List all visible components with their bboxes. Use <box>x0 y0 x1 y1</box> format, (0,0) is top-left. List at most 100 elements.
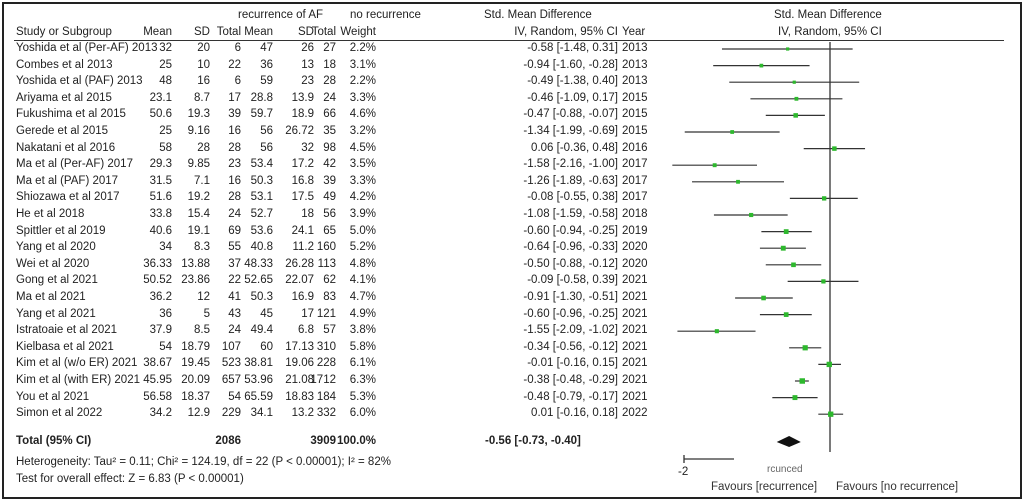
row-total2: 57 <box>323 324 336 337</box>
total-weight: 100.0% <box>336 435 376 447</box>
row-sd1: 10 <box>197 58 210 71</box>
row-weight: 3.3% <box>349 91 376 104</box>
group1-header: recurrence of AF <box>238 9 324 21</box>
row-weight: 2.2% <box>349 42 376 54</box>
row-weight: 4.9% <box>349 307 376 320</box>
row-mean1: 33.8 <box>149 208 172 220</box>
row-year: 2015 <box>622 91 648 104</box>
row-total1: 6 <box>234 75 241 88</box>
row-sd2: 18.9 <box>291 108 314 121</box>
row-total1: 28 <box>228 141 241 154</box>
row-total1: 41 <box>228 291 241 303</box>
row-mean2: 65.59 <box>244 390 273 403</box>
row-mean2: 59 <box>260 75 273 88</box>
row-total1: 107 <box>221 340 241 353</box>
ci-header-left: IV, Random, 95% CI <box>514 26 618 38</box>
row-weight: 6.0% <box>349 407 376 420</box>
row-sd1: 5 <box>203 307 210 320</box>
row-sd2: 13 <box>301 58 314 71</box>
row-weight: 4.5% <box>349 141 376 154</box>
row-sd2: 6.8 <box>298 324 314 337</box>
row-total1: 22 <box>228 58 241 71</box>
row-ci: -1.26 [-1.89, -0.63] <box>523 174 618 187</box>
row-mean1: 38.67 <box>143 357 172 370</box>
row-total1: 16 <box>228 125 241 137</box>
row-study-name: Yang et al 2020 <box>16 241 96 254</box>
row-total2: 310 <box>316 340 336 353</box>
row-sd2: 19.06 <box>285 357 314 370</box>
pooled-estimate-diamond <box>776 436 801 447</box>
row-study-name: Nakatani et al 2016 <box>16 141 116 154</box>
row-sd2: 17.2 <box>291 158 314 171</box>
row-mean1: 45.95 <box>143 374 172 386</box>
row-ci: 0.01 [-0.16, 0.18] <box>531 407 618 420</box>
total1-header: Total <box>216 26 241 38</box>
row-total2: 98 <box>323 141 336 154</box>
point-estimate-marker <box>793 113 798 118</box>
ci-header-right: IV, Random, 95% CI <box>778 26 882 38</box>
row-weight: 4.2% <box>349 191 376 204</box>
row-study-name: Istratoaie et al 2021 <box>16 324 118 337</box>
row-total1: 22 <box>228 274 241 287</box>
row-mean2: 53.6 <box>250 224 273 237</box>
row-weight: 3.2% <box>349 125 376 137</box>
row-ci: -0.58 [-1.48, 0.31] <box>527 42 618 54</box>
row-mean1: 29.3 <box>149 158 172 171</box>
row-year: 2015 <box>622 125 648 137</box>
row-ci: -1.34 [-1.99, -0.69] <box>523 125 618 137</box>
point-estimate-marker <box>822 196 827 201</box>
row-total2: 184 <box>316 390 336 403</box>
row-mean2: 53.96 <box>244 374 273 386</box>
row-weight: 5.2% <box>349 241 376 254</box>
row-mean2: 50.3 <box>250 291 273 303</box>
row-year: 2017 <box>622 174 648 187</box>
point-estimate-marker <box>780 245 786 251</box>
row-sd2: 26 <box>301 42 314 54</box>
row-study-name: You et al 2021 <box>16 390 90 403</box>
row-total2: 49 <box>323 191 336 204</box>
row-total2: 42 <box>323 158 336 171</box>
row-total1: 23 <box>228 158 241 171</box>
row-sd2: 18 <box>301 208 314 220</box>
point-estimate-marker <box>792 80 796 84</box>
weight-header: Weight <box>340 26 376 38</box>
row-sd1: 23.86 <box>181 274 210 287</box>
row-year: 2013 <box>622 58 648 71</box>
point-estimate-marker <box>794 96 799 101</box>
row-weight: 3.1% <box>349 58 376 71</box>
row-mean1: 50.6 <box>149 108 172 121</box>
row-mean1: 34 <box>159 241 172 254</box>
row-mean1: 32 <box>159 42 172 54</box>
total-n2: 3909 <box>310 435 336 447</box>
row-mean1: 48 <box>159 75 172 88</box>
row-mean2: 34.1 <box>250 407 273 420</box>
point-estimate-marker <box>783 229 789 234</box>
row-weight: 5.0% <box>349 224 376 237</box>
row-sd1: 12 <box>197 291 210 303</box>
row-study-name: Ma et al (PAF) 2017 <box>16 174 119 187</box>
point-estimate-marker <box>714 329 719 334</box>
point-estimate-marker <box>786 47 790 51</box>
row-ci: -0.01 [-0.16, 0.15] <box>527 357 618 370</box>
row-study-name: Kim et al (with ER) 2021 <box>16 374 140 386</box>
row-year: 2021 <box>622 374 648 386</box>
row-year: 2022 <box>622 407 648 420</box>
row-sd2: 24.1 <box>291 224 314 237</box>
row-total1: 54 <box>228 390 241 403</box>
total-ci: -0.56 [-0.73, -0.40] <box>485 435 581 447</box>
row-sd1: 19.1 <box>187 224 210 237</box>
row-total2: 56 <box>323 208 336 220</box>
row-year: 2013 <box>622 42 648 54</box>
mean1-header: Mean <box>143 26 172 38</box>
row-mean1: 56.58 <box>143 390 172 403</box>
row-total1: 6 <box>234 42 241 54</box>
row-total2: 28 <box>323 75 336 88</box>
row-ci: -0.38 [-0.48, -0.29] <box>523 374 618 386</box>
row-sd2: 11.2 <box>292 241 314 254</box>
point-estimate-marker <box>791 262 796 268</box>
row-total2: 39 <box>323 174 336 187</box>
row-weight: 4.1% <box>349 274 376 287</box>
row-mean1: 25 <box>159 125 172 137</box>
row-mean2: 28.8 <box>250 91 273 104</box>
